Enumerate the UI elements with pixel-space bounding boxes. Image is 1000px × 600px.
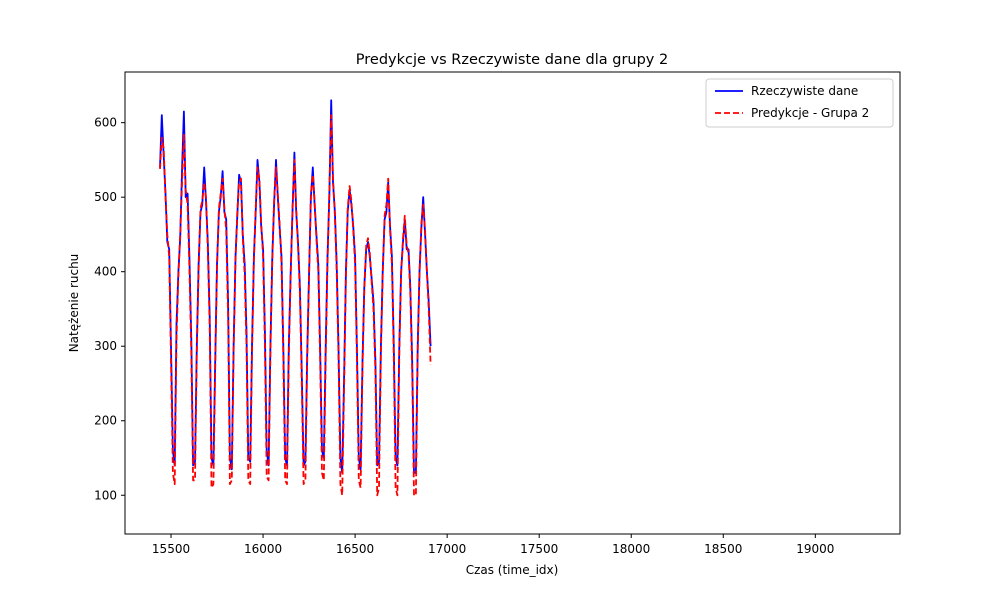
x-tick-label: 19000 bbox=[796, 542, 834, 556]
legend-box bbox=[705, 78, 894, 128]
x-tick-label: 18500 bbox=[704, 542, 742, 556]
x-tick-label: 17500 bbox=[520, 542, 558, 556]
legend: Rzeczywiste dane Predykcje - Grupa 2 bbox=[705, 78, 894, 128]
y-axis: 100 200 300 400 500 600 bbox=[94, 116, 125, 502]
y-tick-label: 600 bbox=[94, 116, 117, 130]
legend-label-2: Predykcje - Grupa 2 bbox=[751, 106, 869, 120]
x-tick-label: 16500 bbox=[336, 542, 374, 556]
y-tick-label: 300 bbox=[94, 339, 117, 353]
x-axis-title: Czas (time_idx) bbox=[466, 563, 559, 577]
plot-area bbox=[159, 99, 432, 497]
x-axis: 15500 16000 16500 17000 17500 18000 18500 19000 bbox=[152, 534, 834, 556]
plot-frame bbox=[124, 71, 901, 535]
legend-label-1: Rzeczywiste dane bbox=[751, 84, 858, 98]
y-tick-label: 500 bbox=[94, 190, 117, 204]
y-tick-label: 200 bbox=[94, 414, 117, 428]
x-tick-label: 15500 bbox=[152, 542, 190, 556]
series-line-2 bbox=[159, 114, 432, 497]
x-tick-label: 18000 bbox=[612, 542, 650, 556]
y-axis-title: Natężenie ruchu bbox=[67, 254, 81, 353]
y-tick-label: 100 bbox=[94, 488, 117, 502]
y-tick-label: 400 bbox=[94, 265, 117, 279]
x-tick-label: 17000 bbox=[428, 542, 466, 556]
x-tick-label: 16000 bbox=[244, 542, 282, 556]
chart-title: Predykcje vs Rzeczywiste dane dla grupy … bbox=[356, 52, 668, 68]
